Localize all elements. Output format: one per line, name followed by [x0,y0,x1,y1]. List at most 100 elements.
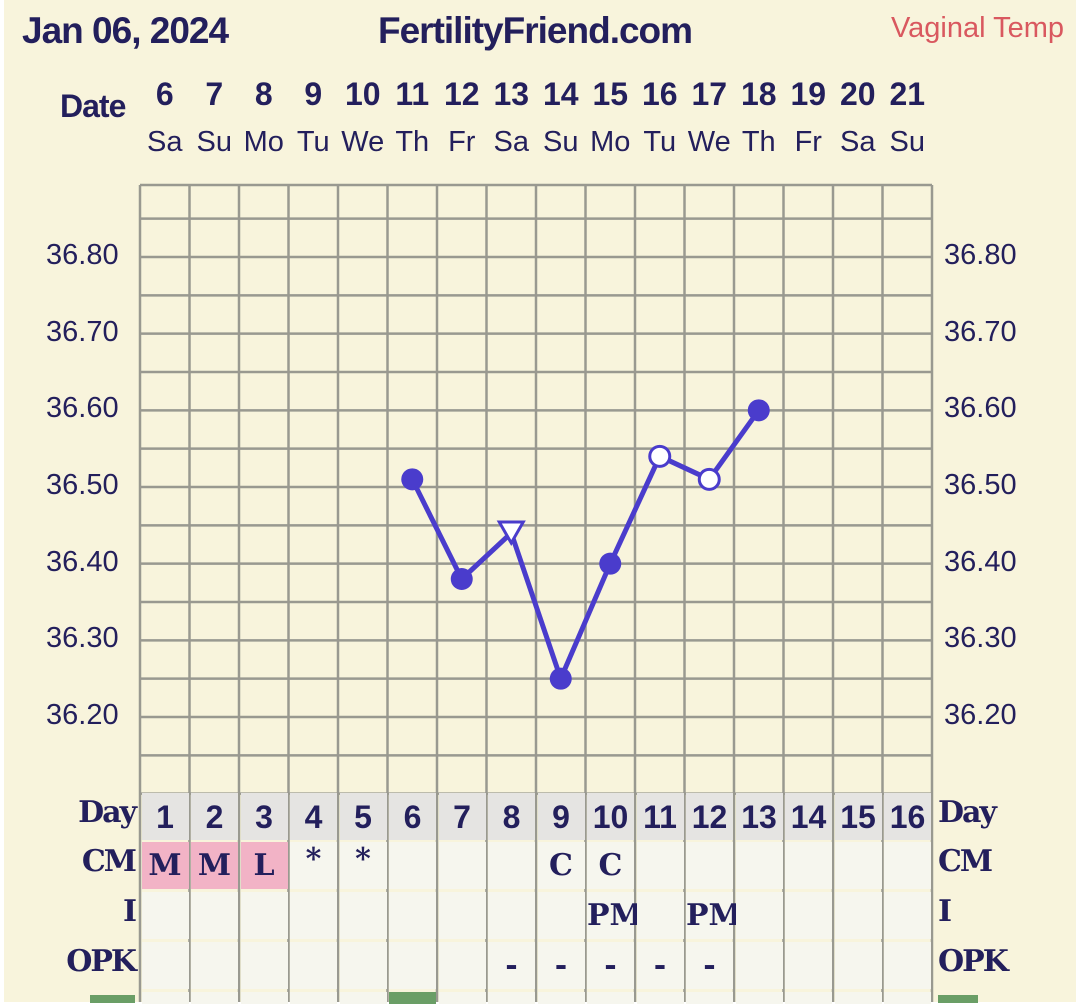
series-segment [607,455,663,565]
green-marker [938,995,978,1003]
y-tick-label-left: 36.50 [46,468,119,501]
opk-cell [191,942,238,989]
y-tick-label-left: 36.80 [46,238,119,271]
weekday-label: Sa [493,126,529,158]
y-tick-label-right: 36.80 [944,238,1017,271]
extra-row-cell [488,992,535,1004]
opk-cell [884,942,931,989]
y-tick-label-left: 36.20 [46,699,119,731]
day-cell: 13 [735,793,783,840]
data-point-open [697,467,721,491]
opk-cell [735,942,783,989]
intercourse-cell: PM [686,892,742,939]
intercourse-cell [884,892,931,939]
series-segment [558,562,613,680]
day-cell: 16 [884,793,931,840]
date-row-label: Date [60,88,126,124]
cm-cell [785,842,832,889]
day-cell: 15 [834,793,882,840]
data-point-triangle [496,520,526,547]
opk-cell: - [636,942,684,989]
intercourse-cell [339,892,387,939]
cm-cell [686,842,733,889]
series-segment [707,408,761,481]
extra-row-cell [537,992,585,1004]
date-number: 14 [542,76,579,112]
date-number: 21 [889,76,926,112]
y-tick-label-right: 36.20 [944,699,1017,731]
weekday-label: Tu [296,126,330,158]
opk-cell: - [537,942,585,989]
y-tick-label-left: 36.70 [46,315,119,348]
weekday-label: We [687,126,731,158]
date-number: 20 [839,76,876,112]
intercourse-cell [141,892,189,939]
intercourse-cell [438,892,486,939]
green-marker [90,995,135,1003]
day-cell: 10 [587,793,634,840]
day-cell: 12 [686,793,733,840]
day-cell: 4 [290,793,337,840]
opk-cell [834,942,882,989]
weekday-label: Fr [794,126,822,158]
intercourse-cell: PM [587,892,643,939]
y-tick-label-right: 36.40 [944,545,1017,578]
opk-cell [240,942,288,989]
opk-cell [290,942,337,989]
intercourse-row-label: I [938,894,952,929]
y-tick-label-right: 36.30 [944,622,1017,655]
intercourse-cell [636,892,684,939]
date-number: 6 [155,76,174,112]
weekday-label: Th [741,126,776,158]
date-number: 8 [254,76,273,112]
cm-cell [438,842,486,889]
cm-cell: * [339,842,387,889]
extra-row-cell [785,992,832,1004]
cm-cell: M [141,842,189,889]
opk-row-label: OPK [938,944,1009,979]
day-cell: 6 [389,793,436,840]
series-segment [508,532,564,680]
extra-row-cell [339,992,387,1004]
opk-cell [438,942,486,989]
opk-cell: - [686,942,733,989]
cm-cell: C [587,842,634,889]
day-row-label: Day [78,795,137,830]
y-tick-label-left: 36.60 [46,392,119,425]
opk-cell [141,942,189,989]
day-cell: 5 [339,793,387,840]
weekday-label: Tu [643,126,677,158]
extra-row-cell [884,992,931,1004]
opk-cell: - [587,942,634,989]
opk-cell [339,942,387,989]
weekday-label: Su [543,126,579,158]
intercourse-cell [834,892,882,939]
extra-row-cell [290,992,337,1004]
weekday-label: Fr [448,126,476,158]
y-tick-label-left: 36.30 [46,622,119,655]
cm-cell [834,842,882,889]
series-segment [410,478,464,581]
y-tick-label-right: 36.70 [944,315,1017,348]
extra-row-cell [636,992,684,1004]
temp-type-label: Vaginal Temp [890,12,1064,44]
intercourse-cell [488,892,535,939]
day-row-label: Day [938,795,997,830]
cm-cell: * [290,842,337,889]
intercourse-cell [389,892,436,939]
date-number: 19 [790,76,827,112]
intercourse-cell [191,892,238,939]
extra-row-cell [240,992,288,1004]
day-cell: 9 [537,793,585,840]
date-number: 12 [443,76,480,112]
date-number: 15 [592,76,629,112]
y-tick-label-right: 36.60 [944,392,1017,425]
intercourse-cell [735,892,783,939]
date-number: 16 [641,76,678,112]
data-point-open [648,444,672,468]
extra-row-cell [191,992,238,1004]
opk-cell: - [488,942,535,989]
intercourse-row-label: I [122,894,137,929]
extra-row-cell [735,992,783,1004]
